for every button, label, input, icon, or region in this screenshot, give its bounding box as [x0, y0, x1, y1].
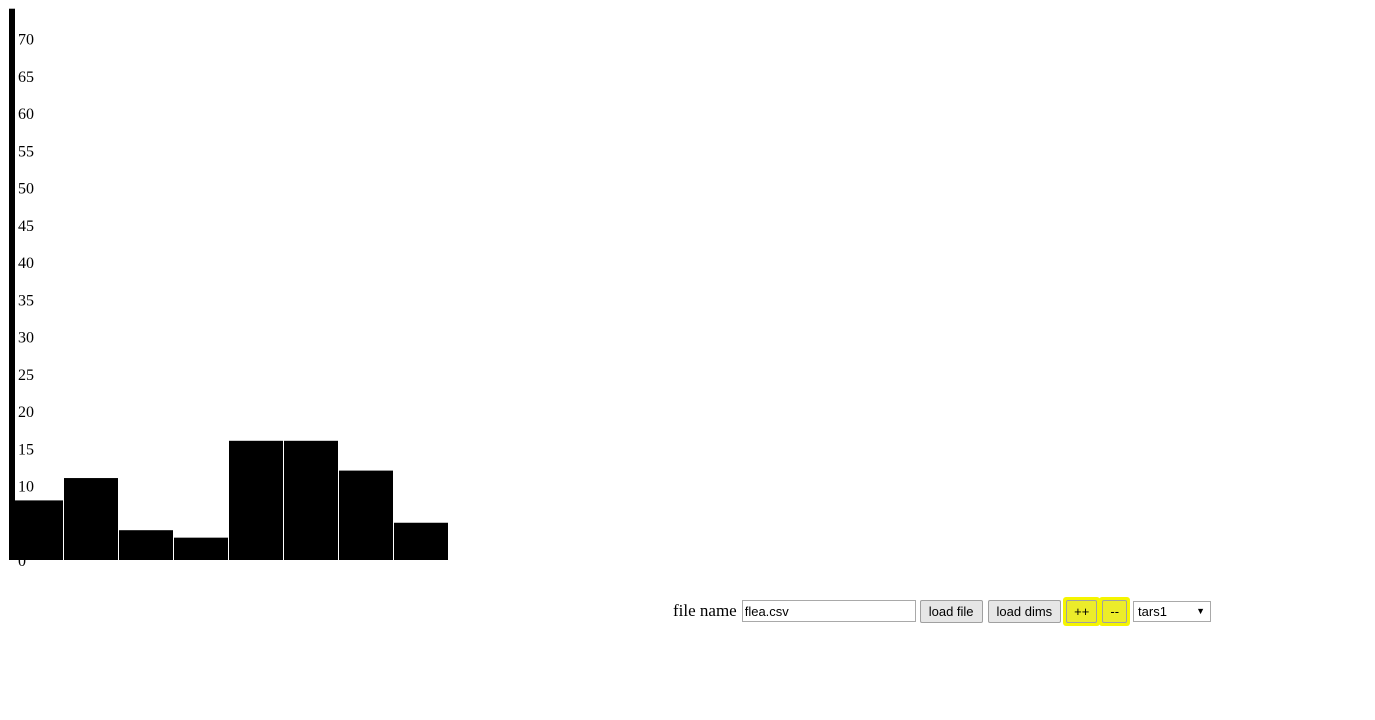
y-tick-label: 45 — [18, 218, 34, 235]
bar — [119, 530, 173, 560]
y-tick-label: 70 — [18, 32, 34, 49]
y-tick-label: 15 — [18, 441, 34, 458]
y-tick-label: 40 — [18, 255, 34, 272]
file-name-label: file name — [673, 601, 737, 620]
y-tick-label: 20 — [18, 404, 34, 421]
bar — [9, 500, 63, 560]
y-tick-label: 50 — [18, 181, 34, 198]
histogram-chart: 0 10 15 20 25 30 35 40 45 50 55 60 65 70 — [9, 8, 448, 570]
y-tick-label: 35 — [18, 292, 34, 309]
bar — [64, 478, 118, 560]
y-tick-label: 30 — [18, 330, 34, 347]
bar — [229, 440, 283, 560]
controls-bar: file name load file load dims ++ -- tars… — [673, 596, 1212, 626]
file-name-input[interactable] — [741, 600, 916, 622]
decrease-button-highlight: -- — [1099, 596, 1130, 626]
bar — [284, 440, 338, 560]
y-tick-label: 55 — [18, 143, 34, 160]
y-axis-line — [9, 8, 15, 560]
bar — [174, 537, 228, 560]
dimension-select[interactable]: tars1 ▼ — [1133, 600, 1212, 622]
dimension-select-value: tars1 — [1138, 603, 1167, 619]
decrease-bins-button[interactable]: -- — [1102, 599, 1128, 623]
y-tick-label: 25 — [18, 367, 34, 384]
increase-bins-button[interactable]: ++ — [1066, 599, 1098, 623]
chevron-down-icon: ▼ — [1196, 605, 1206, 616]
y-tick-label: 65 — [18, 69, 34, 86]
y-tick-label: 0 — [18, 553, 26, 570]
load-file-button[interactable]: load file — [919, 599, 983, 623]
load-dims-button[interactable]: load dims — [987, 599, 1062, 623]
y-tick-label: 60 — [18, 106, 34, 123]
bar — [339, 470, 393, 560]
y-tick-label: 10 — [18, 479, 34, 496]
bar — [394, 522, 448, 560]
increase-button-highlight: ++ — [1063, 596, 1101, 626]
